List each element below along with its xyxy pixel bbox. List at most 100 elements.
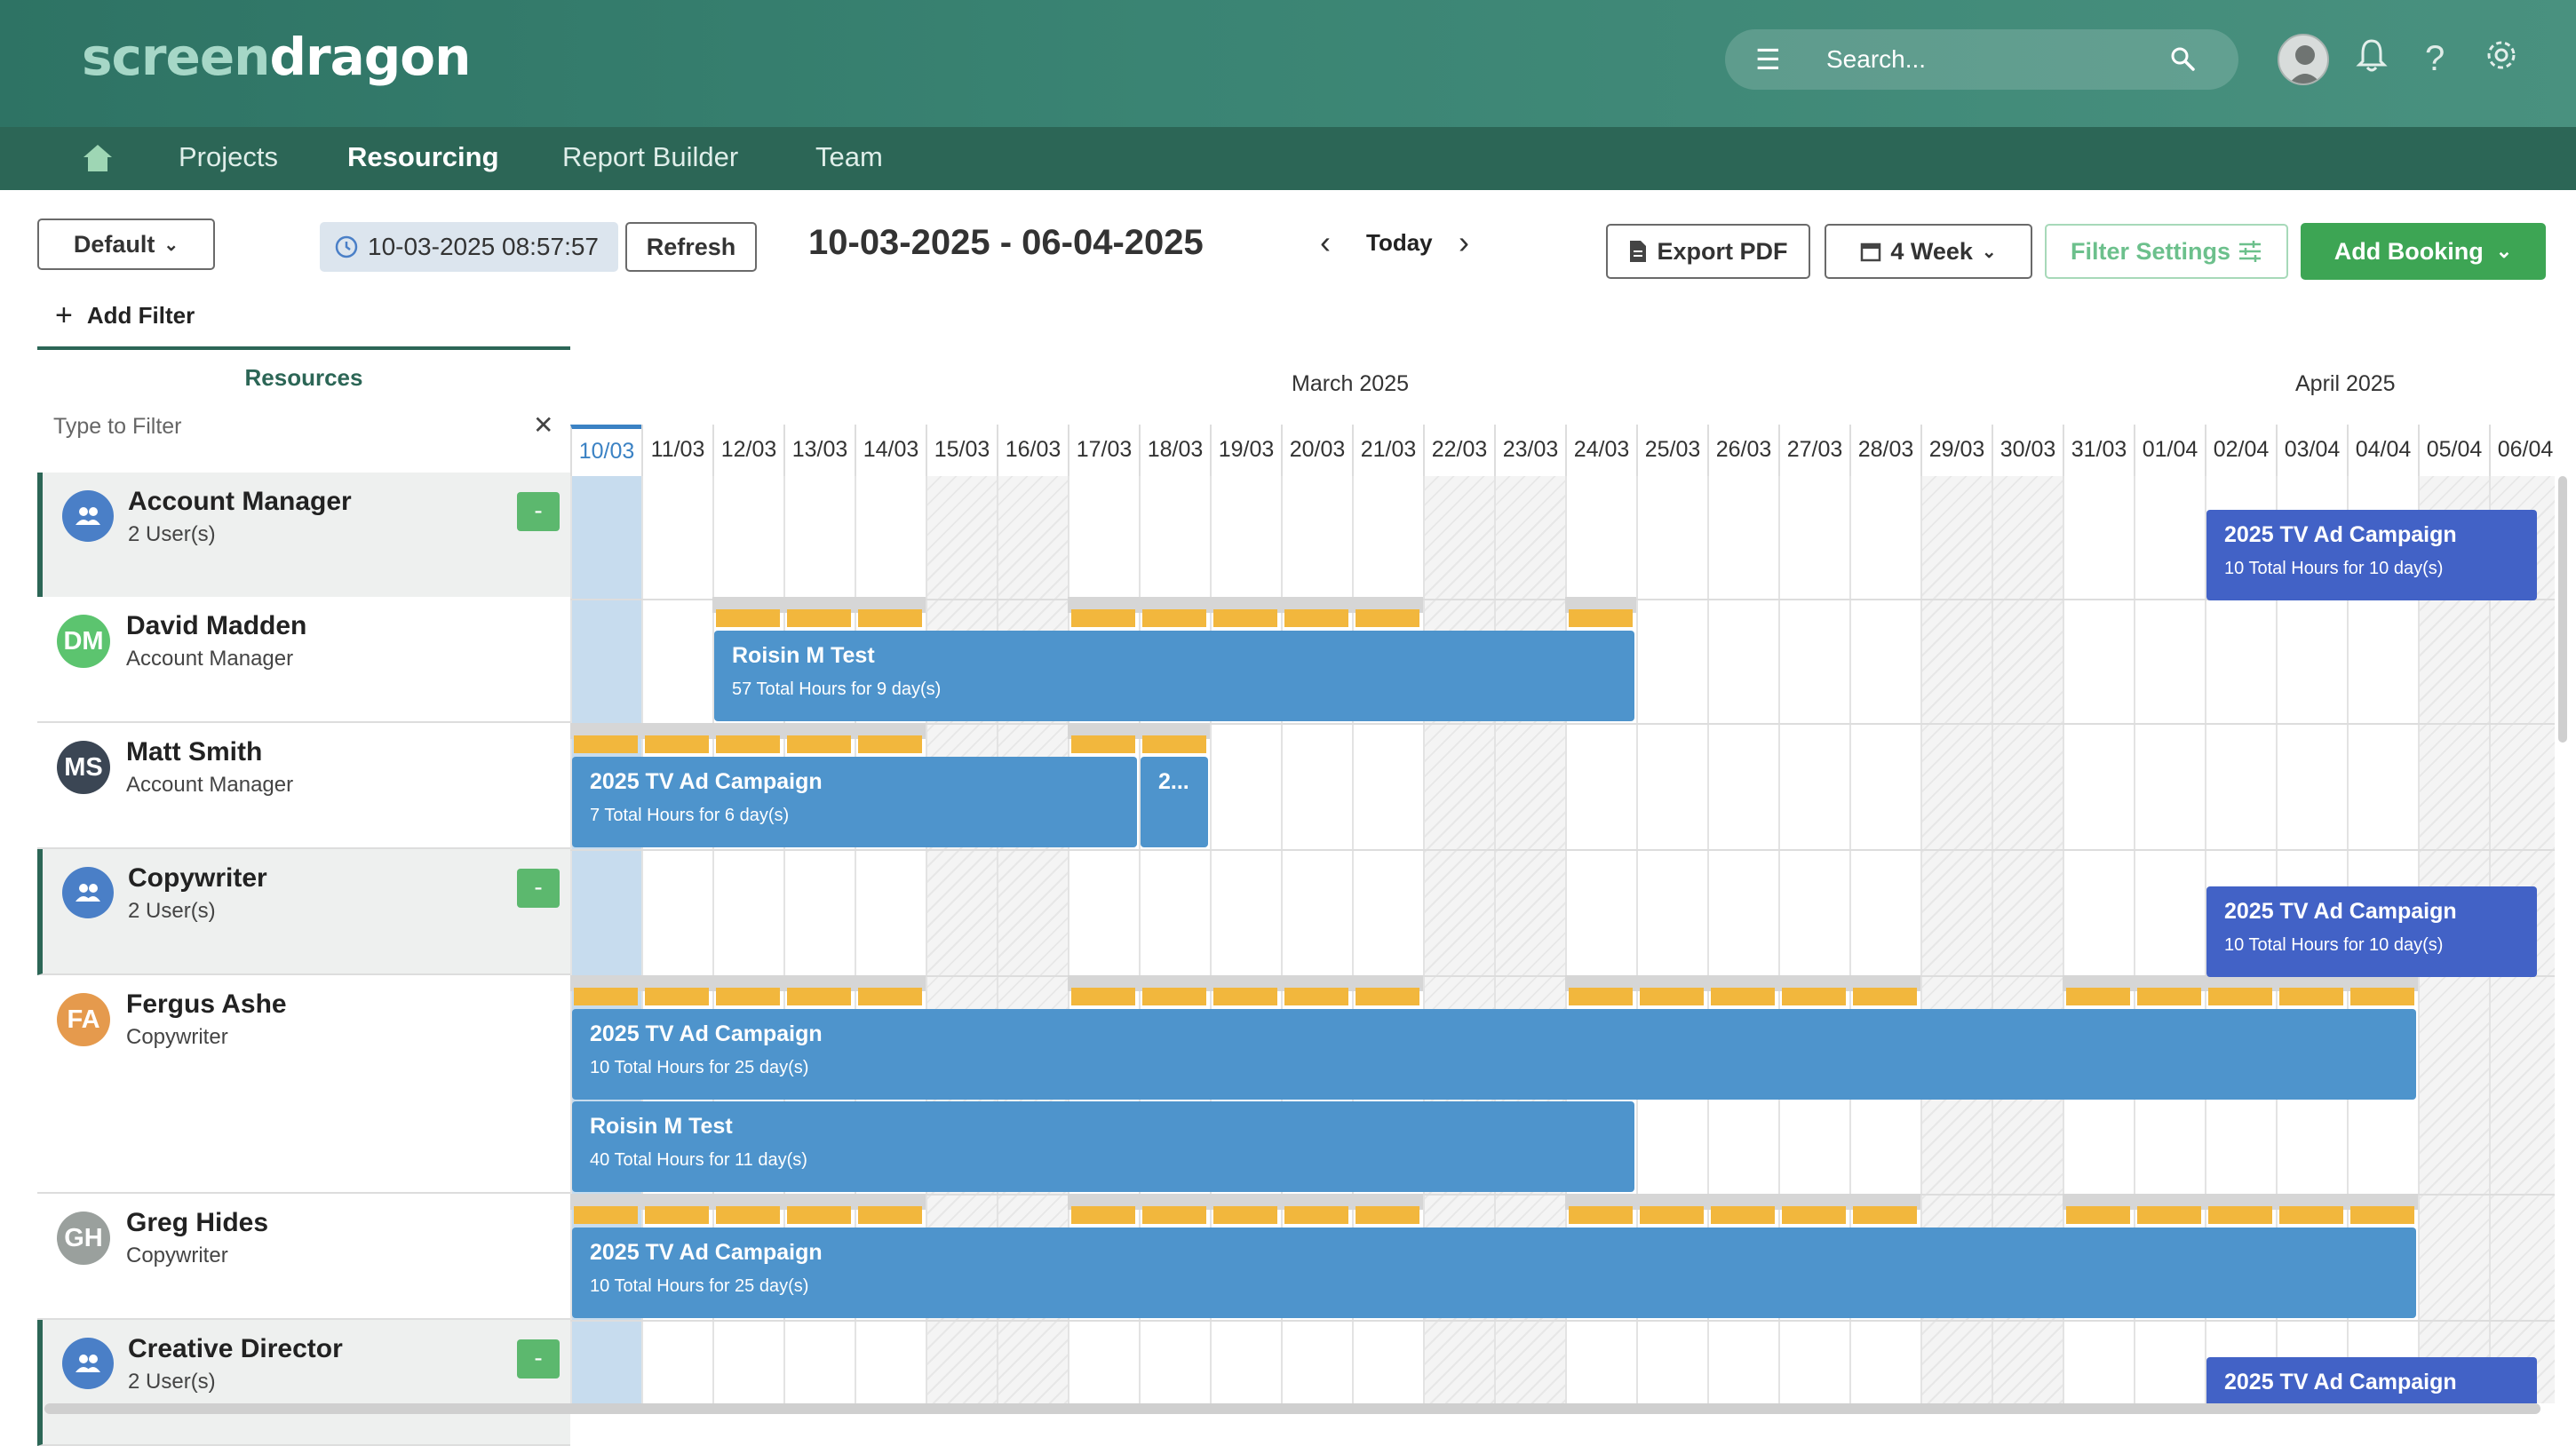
resource-user-row[interactable]: MS Matt Smith Account Manager	[37, 723, 570, 849]
day-column[interactable]	[2063, 476, 2134, 1403]
booking-bar[interactable]: 2025 TV Ad Campaign 7 Total Hours for 6 d…	[572, 757, 1137, 847]
collapse-group-button[interactable]: -	[517, 1339, 560, 1378]
day-column[interactable]	[1139, 476, 1210, 1403]
gear-icon[interactable]	[2484, 37, 2519, 83]
capacity-marker	[1356, 988, 1419, 1005]
user-avatar[interactable]	[2278, 34, 2329, 85]
resource-name: Greg Hides	[126, 1208, 269, 1237]
bell-icon[interactable]	[2356, 37, 2388, 83]
sliders-icon	[2239, 241, 2262, 262]
capacity-band	[1068, 1194, 1139, 1210]
filter-settings-button[interactable]: Filter Settings	[2045, 224, 2288, 279]
resource-group-row[interactable]: Copywriter 2 User(s) -	[37, 849, 570, 975]
day-column[interactable]	[1565, 476, 1636, 1403]
resource-filter-input[interactable]	[53, 410, 497, 442]
nav-resourcing[interactable]: Resourcing	[347, 141, 499, 172]
group-icon	[62, 490, 114, 542]
capacity-band	[1565, 1194, 1636, 1210]
nav-report-builder[interactable]: Report Builder	[562, 141, 739, 172]
day-column[interactable]	[1352, 476, 1423, 1403]
help-icon[interactable]: ?	[2425, 39, 2445, 78]
group-icon	[62, 1338, 114, 1389]
last-updated-stamp: 10-03-2025 08:57:57	[320, 222, 618, 272]
period-select[interactable]: 4 Week ⌄	[1825, 224, 2032, 279]
capacity-band	[1352, 1194, 1423, 1210]
day-column[interactable]	[712, 476, 783, 1403]
day-column[interactable]	[2205, 476, 2276, 1403]
capacity-marker	[1071, 735, 1135, 753]
vertical-scrollbar[interactable]	[2558, 476, 2567, 743]
app-logo[interactable]: screendragon	[82, 27, 471, 87]
capacity-marker	[716, 609, 780, 627]
search-input[interactable]	[1826, 40, 2146, 79]
hamburger-icon[interactable]: ☰	[1755, 44, 1781, 75]
add-filter-button[interactable]: + Add Filter	[55, 298, 195, 333]
booking-bar[interactable]: Roisin M Test 57 Total Hours for 9 day(s)	[714, 631, 1634, 721]
add-booking-label: Add Booking	[2334, 237, 2484, 265]
day-column[interactable]	[1210, 476, 1281, 1403]
home-icon[interactable]	[82, 143, 114, 173]
booking-bar[interactable]: 2025 TV Ad Campaign 10 Total Hours for 10…	[2206, 510, 2537, 600]
prev-period-icon[interactable]: ‹	[1320, 224, 1331, 260]
capacity-band	[641, 1194, 712, 1210]
booking-bar[interactable]: 2025 TV Ad Campaign 10 Total Hours for 10…	[2206, 886, 2537, 977]
day-column[interactable]	[1849, 476, 1920, 1403]
booking-bar[interactable]: 2025 TV Ad Campaign 10 Total Hours for 25…	[572, 1228, 2416, 1318]
collapse-group-button[interactable]: -	[517, 492, 560, 531]
day-header: 03/04	[2276, 425, 2347, 476]
booking-hours: 40 Total Hours for 11 day(s)	[590, 1150, 807, 1170]
day-column[interactable]	[1707, 476, 1778, 1403]
view-select[interactable]: Default ⌄	[37, 218, 215, 270]
logo-text-screen: screen	[82, 27, 270, 87]
booking-bar[interactable]: 2...	[1141, 757, 1208, 847]
capacity-marker	[716, 988, 780, 1005]
add-booking-button[interactable]: Add Booking ⌄	[2301, 223, 2546, 280]
export-pdf-button[interactable]: Export PDF	[1606, 224, 1810, 279]
booking-title: 2025 TV Ad Campaign	[590, 1021, 823, 1046]
resource-group-row[interactable]: Creative Director 2 User(s) -	[37, 1320, 570, 1446]
nav-team[interactable]: Team	[815, 141, 883, 172]
capacity-band	[1565, 597, 1636, 613]
nav-projects[interactable]: Projects	[179, 141, 278, 172]
day-column[interactable]	[1778, 476, 1849, 1403]
capacity-marker	[858, 1206, 922, 1224]
capacity-marker	[2279, 988, 2343, 1005]
capacity-band	[855, 597, 926, 613]
clear-filter-icon[interactable]: ✕	[533, 411, 554, 439]
booking-bar[interactable]: Roisin M Test 40 Total Hours for 11 day(s…	[572, 1101, 1634, 1192]
resource-user-row[interactable]: GH Greg Hides Copywriter	[37, 1194, 570, 1320]
day-header: 11/03	[641, 425, 712, 476]
resource-user-row[interactable]: FA Fergus Ashe Copywriter	[37, 975, 570, 1194]
day-column[interactable]	[1068, 476, 1139, 1403]
today-button[interactable]: Today	[1366, 229, 1433, 256]
day-column[interactable]	[641, 476, 712, 1403]
refresh-button[interactable]: Refresh	[625, 222, 757, 272]
capacity-marker	[1284, 988, 1348, 1005]
resource-user-row[interactable]: DM David Madden Account Manager	[37, 597, 570, 723]
collapse-group-button[interactable]: -	[517, 869, 560, 908]
calendar-icon	[1861, 242, 1881, 262]
booking-title: 2025 TV Ad Campaign	[2224, 899, 2457, 924]
booking-bar[interactable]: 2025 TV Ad Campaign 10 Total Hours for 25…	[572, 1009, 2416, 1100]
avatar: FA	[57, 993, 110, 1046]
capacity-band	[641, 723, 712, 739]
search-icon[interactable]	[2169, 45, 2196, 72]
capacity-band	[1565, 975, 1636, 991]
capacity-band	[1068, 723, 1139, 739]
group-icon	[62, 867, 114, 918]
capacity-band	[712, 975, 783, 991]
horizontal-scrollbar[interactable]	[44, 1403, 2540, 1414]
resource-group-row[interactable]: Account Manager 2 User(s) -	[37, 473, 570, 599]
capacity-marker	[787, 1206, 851, 1224]
day-column[interactable]	[2134, 476, 2205, 1403]
day-column[interactable]	[1636, 476, 1707, 1403]
booking-bar[interactable]: 2025 TV Ad Campaign	[2206, 1357, 2537, 1403]
day-column[interactable]	[1281, 476, 1352, 1403]
day-column[interactable]	[783, 476, 855, 1403]
next-period-icon[interactable]: ›	[1459, 224, 1469, 260]
capacity-band	[1352, 975, 1423, 991]
capacity-band	[2063, 975, 2134, 991]
booking-title: Roisin M Test	[732, 643, 875, 668]
day-column[interactable]	[855, 476, 926, 1403]
